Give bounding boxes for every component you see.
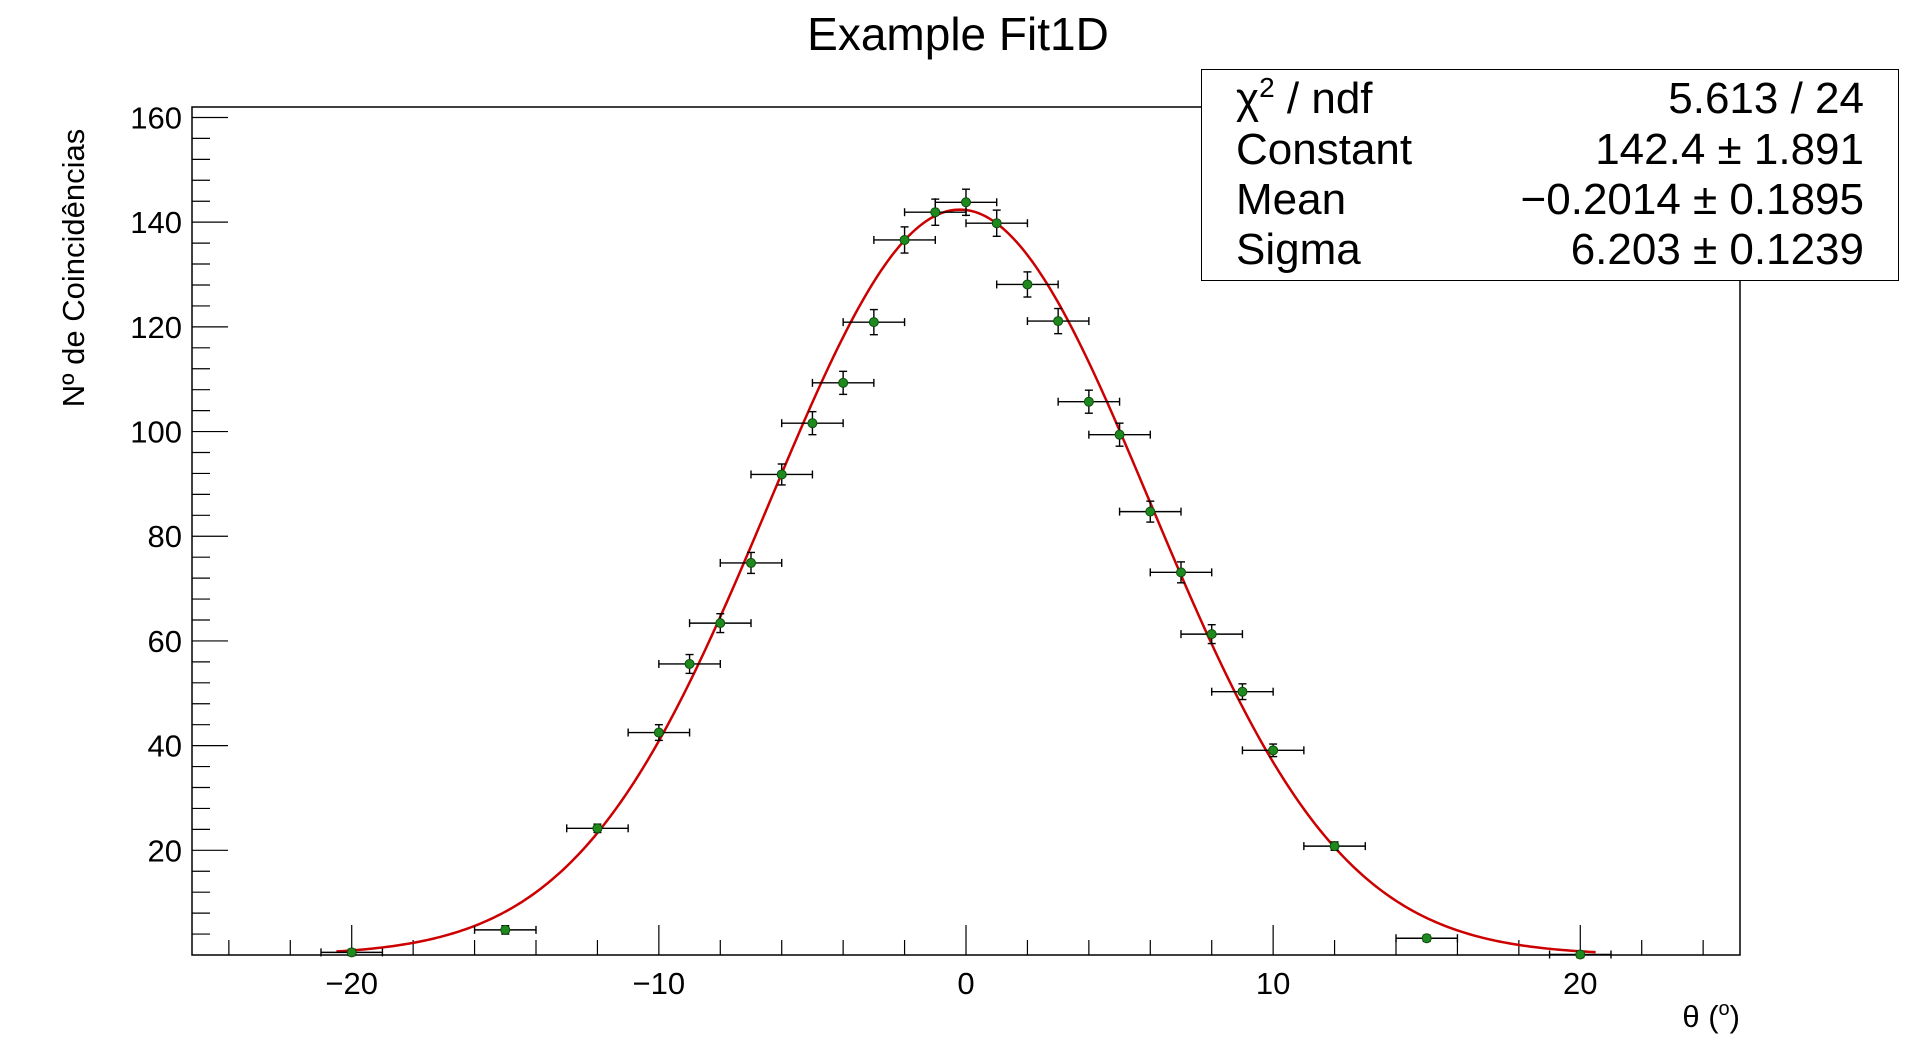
- data-point: [811, 370, 875, 396]
- data-point: [1211, 683, 1274, 701]
- point-marker: [746, 557, 756, 568]
- x-axis-tick-labels: −20 −10 0 10 20: [325, 966, 1597, 1001]
- chi2-superscript: 2: [1259, 72, 1275, 103]
- point-marker: [1053, 316, 1064, 327]
- stat-sigma-label: Sigma: [1236, 225, 1361, 274]
- point-marker: [776, 469, 787, 480]
- data-point: [1241, 743, 1305, 758]
- point-marker: [1329, 841, 1340, 852]
- data-point: [1118, 500, 1182, 523]
- data-point: [1180, 623, 1244, 645]
- data-point: [781, 410, 844, 436]
- point-marker: [868, 317, 879, 328]
- data-point: [1303, 841, 1366, 852]
- gaussian-fit-curve: [336, 208, 1596, 954]
- y-axis-ticks: [192, 116, 228, 935]
- stat-row-chi2: χ2 / ndf 5.613 / 24: [1236, 74, 1864, 124]
- data-point: [934, 188, 998, 217]
- point-marker: [807, 418, 818, 429]
- data-point: [719, 551, 783, 575]
- data-point: [473, 924, 537, 935]
- data-point: [1026, 307, 1090, 335]
- data-point: [873, 226, 936, 254]
- point-marker: [1176, 567, 1186, 578]
- x-axis-label-sup: o: [1719, 998, 1730, 1020]
- y-axis-label: Nº de Coincidências: [56, 129, 91, 407]
- chart-title: Example Fit1D: [807, 8, 1109, 60]
- point-marker: [653, 727, 664, 738]
- x-axis-ticks: [228, 925, 1704, 955]
- data-point: [566, 823, 629, 834]
- point-marker: [1083, 396, 1094, 407]
- y-tick-label: 100: [130, 415, 182, 450]
- stat-row-mean: Mean −0.2014 ± 0.1895: [1236, 175, 1864, 225]
- x-axis-label-main: θ (: [1682, 999, 1719, 1034]
- data-point: [965, 209, 1029, 237]
- data-point: [842, 308, 906, 336]
- data-point: [1395, 933, 1459, 944]
- data-point: [750, 463, 814, 486]
- data-point: [1057, 389, 1121, 414]
- stat-mean-label: Mean: [1236, 175, 1347, 224]
- data-point: [996, 271, 1059, 298]
- data-point: [1548, 949, 1612, 960]
- data-point: [1149, 561, 1213, 584]
- data-point: [658, 653, 721, 675]
- y-tick-label: 60: [148, 624, 182, 659]
- point-marker: [592, 823, 603, 834]
- point-marker: [1421, 933, 1432, 944]
- y-tick-label: 80: [148, 519, 182, 554]
- stat-row-sigma: Sigma 6.203 ± 0.1239: [1236, 225, 1864, 275]
- point-marker: [346, 947, 357, 958]
- point-marker: [899, 234, 910, 245]
- point-marker: [1575, 949, 1586, 960]
- y-axis-tick-labels: 20 40 60 80 100 120 140 160: [130, 100, 182, 868]
- y-tick-label: 40: [148, 729, 182, 764]
- stat-constant-label: Constant: [1236, 125, 1413, 174]
- point-marker: [1022, 279, 1033, 290]
- point-marker: [1145, 506, 1156, 517]
- stat-row-constant: Constant 142.4 ± 1.891: [1236, 125, 1864, 175]
- point-marker: [715, 618, 726, 629]
- data-point: [903, 198, 967, 227]
- data-points: [320, 188, 1612, 960]
- point-marker: [930, 207, 941, 218]
- y-tick-label: 120: [130, 310, 182, 345]
- data-point: [688, 613, 752, 634]
- stat-sigma-value: 6.203 ± 0.1239: [1570, 225, 1864, 274]
- y-tick-label: 140: [130, 205, 182, 240]
- chi2-suffix: / ndf: [1274, 74, 1373, 123]
- x-tick-label: 10: [1256, 966, 1290, 1001]
- point-marker: [500, 924, 511, 935]
- x-tick-label: −10: [633, 966, 686, 1001]
- point-marker: [991, 218, 1002, 229]
- chi2-symbol: χ: [1236, 74, 1260, 123]
- stat-constant-value: 142.4 ± 1.891: [1595, 125, 1864, 174]
- point-marker: [961, 197, 971, 208]
- y-tick-label: 160: [130, 100, 182, 135]
- point-marker: [1206, 629, 1217, 640]
- data-point: [320, 947, 384, 958]
- y-tick-label: 20: [148, 833, 182, 868]
- stat-chi2-label: χ2 / ndf: [1236, 74, 1373, 124]
- point-marker: [838, 377, 849, 388]
- x-tick-label: 0: [957, 966, 974, 1001]
- point-marker: [1114, 429, 1125, 440]
- data-point: [627, 723, 691, 742]
- x-tick-label: 20: [1563, 966, 1597, 1001]
- x-tick-label: −20: [325, 966, 378, 1001]
- data-point: [1088, 422, 1151, 447]
- stat-chi2-value: 5.613 / 24: [1668, 74, 1864, 123]
- stat-mean-value: −0.2014 ± 0.1895: [1520, 175, 1864, 224]
- point-marker: [684, 658, 695, 669]
- point-marker: [1268, 745, 1279, 756]
- fit-statistics-box: χ2 / ndf 5.613 / 24 Constant 142.4 ± 1.8…: [1201, 69, 1899, 281]
- x-axis-label: θ (o): [1682, 998, 1740, 1034]
- x-axis-label-close: ): [1730, 999, 1740, 1034]
- point-marker: [1237, 686, 1248, 697]
